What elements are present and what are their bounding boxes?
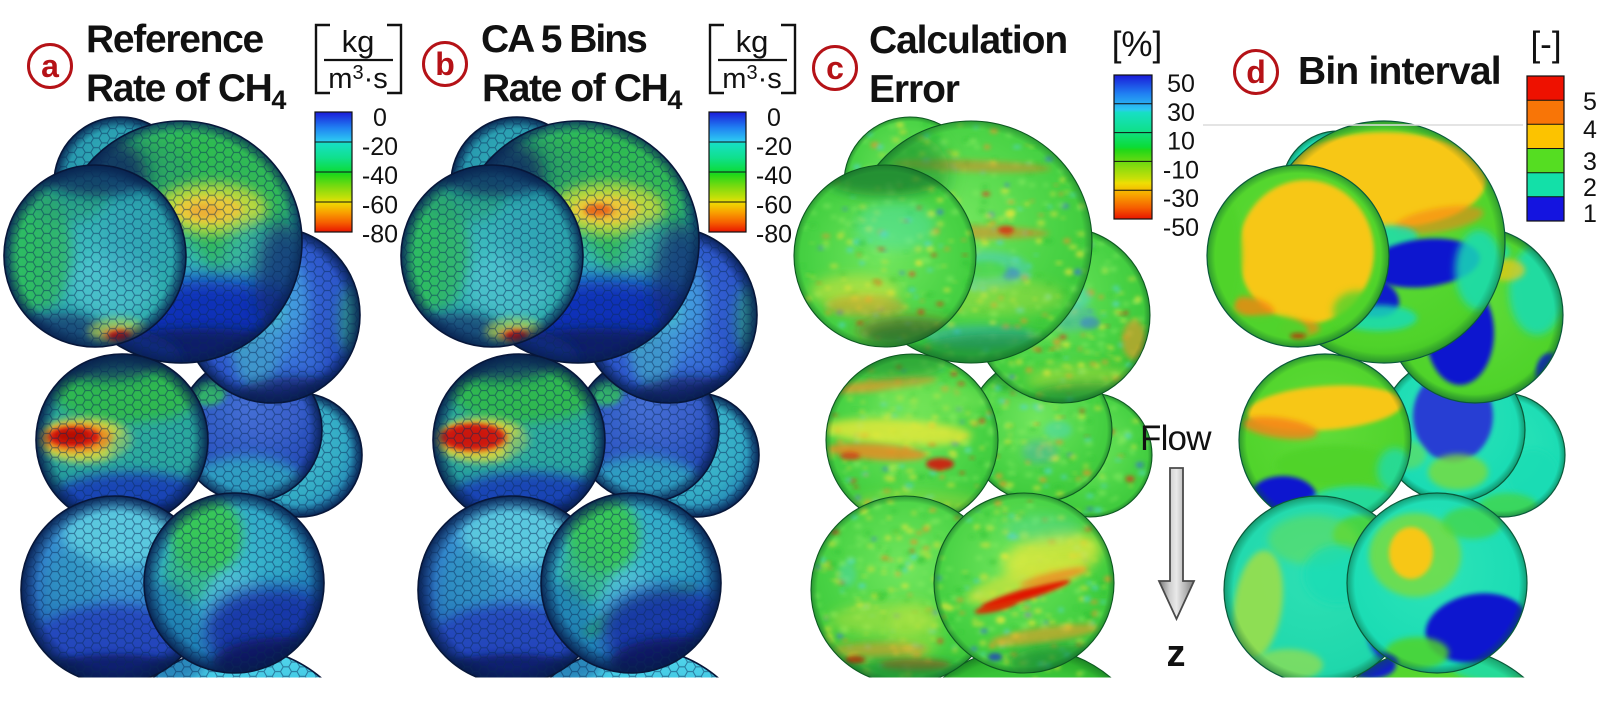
- svg-text:Rate of CH4: Rate of CH4: [86, 67, 286, 115]
- svg-text:Calculation: Calculation: [869, 19, 1067, 62]
- svg-text:Flow: Flow: [1140, 419, 1212, 458]
- svg-text:[%]: [%]: [1112, 25, 1163, 64]
- svg-text:Bin interval: Bin interval: [1298, 50, 1501, 93]
- svg-text:30: 30: [1167, 99, 1195, 127]
- svg-text:-80: -80: [362, 220, 398, 248]
- svg-text:50: 50: [1167, 70, 1195, 98]
- svg-text:2: 2: [1583, 174, 1597, 202]
- svg-text:-20: -20: [362, 133, 398, 161]
- svg-text:Rate of CH4: Rate of CH4: [482, 67, 682, 115]
- svg-text:-40: -40: [756, 162, 792, 190]
- svg-text:0: 0: [373, 104, 387, 132]
- svg-text:0: 0: [767, 104, 781, 132]
- svg-text:z: z: [1167, 633, 1186, 675]
- svg-text:-30: -30: [1163, 185, 1199, 213]
- svg-text:-40: -40: [362, 162, 398, 190]
- svg-text:Reference: Reference: [86, 18, 264, 61]
- svg-text:[-]: [-]: [1530, 25, 1561, 64]
- svg-text:c: c: [826, 50, 844, 86]
- svg-text:5: 5: [1583, 88, 1597, 116]
- svg-text:4: 4: [1583, 116, 1597, 144]
- svg-text:a: a: [41, 48, 59, 84]
- svg-text:1: 1: [1583, 200, 1597, 228]
- svg-text:m3·s: m3·s: [722, 62, 781, 95]
- svg-text:kg: kg: [736, 24, 769, 59]
- svg-text:d: d: [1246, 54, 1266, 90]
- svg-text:3: 3: [1583, 148, 1597, 176]
- svg-text:b: b: [435, 46, 455, 82]
- svg-text:-20: -20: [756, 133, 792, 161]
- svg-text:-80: -80: [756, 220, 792, 248]
- svg-text:Error: Error: [869, 68, 960, 111]
- svg-text:-10: -10: [1163, 156, 1199, 184]
- svg-text:-60: -60: [756, 191, 792, 219]
- svg-text:10: 10: [1167, 128, 1195, 156]
- svg-text:kg: kg: [342, 24, 375, 59]
- svg-text:-50: -50: [1163, 214, 1199, 242]
- svg-text:CA 5 Bins: CA 5 Bins: [481, 18, 647, 61]
- svg-text:-60: -60: [362, 191, 398, 219]
